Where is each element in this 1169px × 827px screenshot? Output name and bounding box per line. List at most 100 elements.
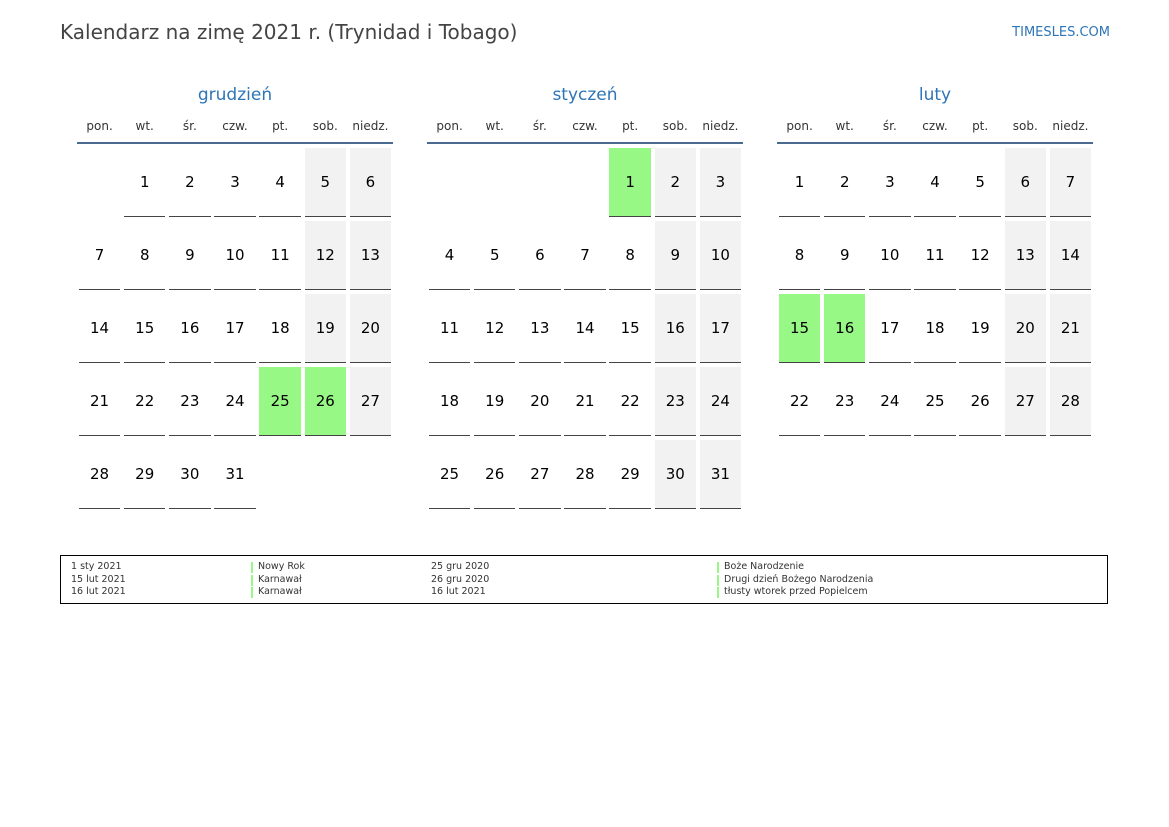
legend-date: 16 lut 2021 [431, 586, 486, 597]
day-cell: 1 [609, 148, 651, 217]
week-row: 8 9 10 11 12 13 14 [777, 221, 1093, 290]
day-cell: 8 [123, 221, 166, 290]
day-cell: 2 [823, 148, 866, 217]
empty-day-cell [79, 148, 120, 217]
weeks: 1 2 3 4 5 6 7 8 9 10 11 12 13 14 15 16 17 18 19 20 21 22 23 24 2… [777, 144, 1093, 436]
day-cell: 9 [823, 221, 866, 290]
day-cell: 11 [914, 221, 956, 290]
day-cell: 27 [349, 367, 392, 436]
day-cell: 21 [564, 367, 606, 436]
month-name: styczeń [552, 85, 618, 105]
empty-day-cell [429, 148, 470, 217]
week-row: 25 26 27 28 29 30 31 [427, 440, 743, 509]
legend-date: 26 gru 2020 [431, 573, 490, 585]
day-cell: 12 [304, 221, 346, 290]
month-2: styczeń pon. wt. śr. czw. pt. sob. niedz. 1 2 3 4 5 6… [427, 80, 743, 513]
day-cell: 2 [169, 148, 211, 217]
day-cell: 10 [214, 221, 256, 290]
week-row: 18 19 20 21 22 23 24 [427, 367, 743, 436]
day-cell: 12 [959, 221, 1001, 290]
legend-name: tłusty wtorek przed Popielcem [724, 586, 868, 597]
legend-item: 1 sty 2021 Nowy Rok [61, 561, 1107, 574]
day-cell: 11 [428, 294, 471, 363]
week-row: 22 23 24 25 26 27 28 [777, 367, 1093, 436]
day-cell: 10 [699, 221, 742, 290]
weekday-label: pon. [86, 119, 113, 133]
day-cell: 26 [473, 440, 516, 509]
day-cell: 3 [699, 148, 742, 217]
day-cell: 28 [78, 440, 121, 509]
day-cell: 8 [609, 221, 651, 290]
legend-item: 26 gru 2020 Drugi dzień Bożego Narodzenia [61, 574, 1107, 587]
day-cell: 7 [1049, 148, 1092, 217]
legend-name: Drugi dzień Bożego Narodzenia [724, 573, 874, 585]
day-cell: 14 [1049, 221, 1092, 290]
day-cell: 17 [869, 294, 911, 363]
day-cell: 17 [214, 294, 256, 363]
empty-day-cell [350, 440, 391, 509]
weekday-label: niedz. [1052, 119, 1089, 133]
weekday-label: sob. [312, 119, 338, 133]
weekday-label: śr. [182, 119, 197, 133]
empty-day-cell [259, 440, 300, 509]
week-row: 14 15 16 17 18 19 20 [77, 294, 393, 363]
day-cell: 13 [349, 221, 392, 290]
day-cell: 19 [959, 294, 1001, 363]
weekday-label: pon. [436, 119, 463, 133]
day-cell: 2 [654, 148, 696, 217]
legend-date: 16 lut 2021 [71, 586, 126, 597]
day-cell: 3 [214, 148, 256, 217]
weekday-label: czw. [922, 119, 948, 133]
legend-date: 15 lut 2021 [71, 573, 126, 585]
day-cell: 1 [778, 148, 821, 217]
weekday-label: sob. [662, 119, 688, 133]
day-cell: 23 [169, 367, 211, 436]
holiday-marker [251, 574, 253, 586]
day-cell: 20 [519, 367, 561, 436]
day-cell: 24 [699, 367, 742, 436]
legend-date: 25 gru 2020 [431, 561, 490, 572]
weekday-label: pon. [786, 119, 813, 133]
day-cell: 4 [914, 148, 956, 217]
day-cell: 16 [823, 294, 866, 363]
day-cell: 15 [123, 294, 166, 363]
site-link[interactable]: TIMESLES.COM [1012, 25, 1110, 40]
weekday-label: czw. [572, 119, 598, 133]
week-row: 28 29 30 31 [77, 440, 393, 509]
day-cell: 13 [519, 294, 561, 363]
legend-item: 16 lut 2021 Karnawał [61, 586, 1107, 599]
legend-item: 25 gru 2020 Boże Narodzenie [61, 561, 1107, 574]
weekday-label: czw. [222, 119, 248, 133]
day-cell: 1 [123, 148, 166, 217]
day-cell: 3 [869, 148, 911, 217]
weekday-label: niedz. [702, 119, 739, 133]
day-cell: 6 [519, 221, 561, 290]
day-cell: 5 [304, 148, 346, 217]
weekday-label: niedz. [352, 119, 389, 133]
holiday-marker [717, 562, 719, 573]
legend-name: Boże Narodzenie [724, 561, 804, 572]
holiday-marker [251, 562, 253, 573]
day-cell: 25 [914, 367, 956, 436]
weeks: 1 2 3 4 5 6 7 8 9 10 11 12 13 14 15 16 17 18 19 20 21 22 23 24 2… [427, 144, 743, 509]
day-cell: 21 [78, 367, 121, 436]
day-cell: 26 [959, 367, 1001, 436]
week-row: 7 8 9 10 11 12 13 [77, 221, 393, 290]
day-cell: 22 [609, 367, 651, 436]
day-cell: 25 [428, 440, 471, 509]
day-cell: 16 [169, 294, 211, 363]
day-cell: 12 [473, 294, 516, 363]
weekday-label: pt. [622, 119, 639, 133]
weekday-header: pon. wt. śr. czw. pt. sob. niedz. [777, 110, 1093, 144]
day-cell: 30 [169, 440, 211, 509]
week-row: 21 22 23 24 25 26 27 [77, 367, 393, 436]
month-name: grudzień [197, 85, 273, 105]
day-cell: 5 [473, 221, 516, 290]
day-cell: 22 [778, 367, 821, 436]
weekday-header: pon. wt. śr. czw. pt. sob. niedz. [77, 110, 393, 144]
day-cell: 31 [699, 440, 742, 509]
month-3: luty pon. wt. śr. czw. pt. sob. niedz. 1 2 3 4 5 6 7 8 9… [777, 80, 1093, 440]
page-title: Kalendarz na zimę 2021 r. (Trynidad i To… [60, 20, 518, 44]
